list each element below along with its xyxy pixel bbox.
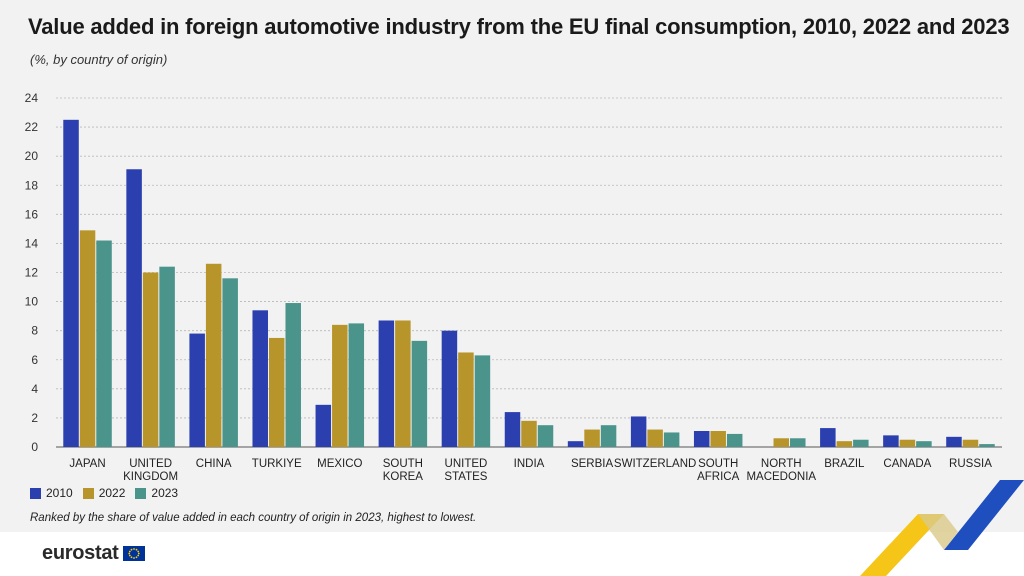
legend-swatch-2023	[135, 487, 147, 499]
bar-2023	[96, 240, 112, 447]
x-tick-label: BRAZIL	[824, 458, 865, 470]
y-tick-label: 10	[25, 295, 39, 309]
bar-2023	[537, 425, 554, 447]
bar-2023	[474, 355, 491, 447]
bar-2010	[315, 404, 332, 447]
bar-2022	[584, 429, 600, 447]
bar-2023	[790, 438, 806, 447]
bar-2022	[458, 352, 474, 447]
bar-2010	[693, 431, 710, 447]
x-tick-label: KOREA	[383, 471, 424, 483]
x-tick-label: AFRICA	[697, 471, 740, 483]
bar-2022	[710, 431, 726, 447]
bar-2022	[521, 420, 537, 447]
x-tick-label: UNITED	[445, 458, 488, 470]
y-tick-label: 6	[31, 353, 38, 367]
footer-bar	[0, 532, 1024, 576]
y-tick-label: 20	[25, 149, 39, 163]
bar-2010	[63, 119, 79, 447]
bar-2010	[378, 320, 395, 447]
x-tick-label: RUSSIA	[949, 458, 992, 470]
bar-2022	[899, 439, 916, 447]
x-tick-label: JAPAN	[69, 458, 105, 470]
y-tick-label: 16	[25, 207, 39, 221]
x-tick-label: KINGDOM	[123, 471, 178, 483]
eu-flag-icon	[122, 546, 145, 561]
x-tick-label: NORTH	[761, 458, 802, 470]
bar-2023	[853, 439, 869, 447]
bar-2022	[142, 272, 159, 447]
bar-2022	[205, 263, 222, 447]
bar-2010	[189, 333, 205, 447]
legend-label-2023: 2023	[151, 486, 179, 500]
x-tick-label: SOUTH	[698, 458, 738, 470]
bar-2022	[79, 230, 96, 447]
bar-2010	[567, 441, 584, 447]
chart-title: Value added in foreign automotive indust…	[28, 14, 1010, 39]
bar-2010	[252, 310, 268, 447]
bar-2022	[332, 324, 348, 447]
bar-2023	[348, 323, 365, 447]
bar-2010	[504, 412, 521, 447]
legend-swatch-2010	[30, 487, 41, 499]
legend-item-2010: 2010	[30, 486, 73, 500]
legend-swatch-2022	[82, 487, 94, 499]
x-tick-label: MACEDONIA	[746, 471, 816, 483]
decorative-chevron	[860, 480, 1024, 576]
y-tick-label: 8	[31, 324, 38, 338]
x-tick-label: SOUTH	[383, 458, 423, 470]
eurostat-logo[interactable]: eurostat	[42, 542, 145, 565]
y-tick-label: 18	[25, 178, 39, 192]
bar-2022	[268, 337, 285, 447]
bar-2010	[630, 416, 647, 447]
x-tick-label: STATES	[444, 471, 487, 483]
legend-label-2010: 2010	[46, 486, 73, 500]
y-tick-label: 24	[25, 91, 39, 105]
logo-text: eurostat	[42, 542, 119, 564]
y-tick-label: 14	[25, 236, 39, 250]
bar-2010	[883, 435, 899, 447]
bar-2023	[663, 432, 680, 447]
bar-2023	[726, 433, 743, 447]
y-tick-label: 4	[31, 382, 38, 396]
chart-subtitle: (%, by country of origin)	[30, 52, 168, 67]
bar-2023	[600, 425, 617, 447]
x-tick-label: INDIA	[514, 458, 545, 470]
x-tick-label: CHINA	[196, 458, 232, 470]
bar-2023	[411, 340, 428, 447]
legend-item-2023: 2023	[135, 486, 178, 500]
bar-2022	[962, 439, 979, 447]
bar-2022	[647, 429, 663, 447]
bar-2023	[159, 266, 175, 447]
x-tick-label: TURKIYE	[252, 458, 302, 470]
bar-2010	[126, 169, 142, 448]
bar-2023	[222, 278, 238, 447]
legend: 2010 2022 2023	[30, 486, 178, 500]
bar-2022	[836, 441, 853, 447]
y-tick-label: 2	[31, 411, 38, 425]
bar-2022	[395, 320, 411, 447]
y-tick-label: 0	[31, 440, 38, 454]
bar-2023	[916, 441, 932, 447]
bar-2010	[820, 428, 836, 447]
bar-2022	[773, 438, 790, 447]
x-tick-label: SERBIA	[571, 458, 614, 470]
y-tick-label: 12	[25, 266, 39, 280]
legend-item-2022: 2022	[82, 486, 126, 500]
x-tick-label: CANADA	[883, 458, 931, 470]
bar-2010	[946, 436, 962, 447]
legend-label-2022: 2022	[98, 486, 126, 500]
x-tick-label: MEXICO	[317, 458, 362, 470]
bar-2023	[285, 303, 301, 447]
bar-2010	[441, 330, 458, 447]
x-tick-label: SWITZERLAND	[614, 458, 696, 470]
x-tick-label: UNITED	[129, 458, 172, 470]
bar-2023	[979, 444, 995, 447]
ranking-note: Ranked by the share of value added in ea…	[30, 512, 477, 524]
y-tick-label: 22	[25, 120, 39, 134]
